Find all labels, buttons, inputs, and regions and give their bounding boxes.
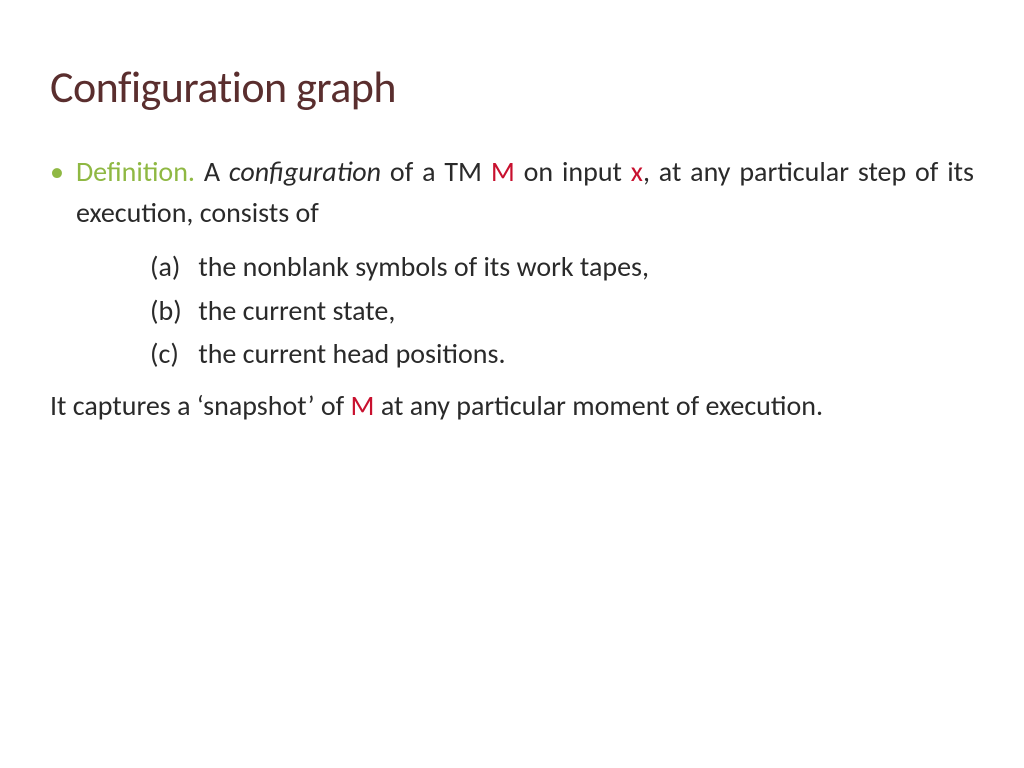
closing-post: at any particular moment of execution. [375, 388, 824, 423]
definition-label: Definition. [76, 154, 195, 189]
definition-body: Definition. A configuration of a TM M on… [76, 152, 974, 233]
para1-M: M [491, 154, 515, 189]
sub-item-c-label: (c) [150, 332, 192, 375]
sub-item-b-text: the current state, [192, 293, 395, 328]
slide-title: Configuration graph [50, 60, 974, 114]
para1-pre: A [195, 154, 229, 189]
closing-M: M [351, 388, 375, 423]
sub-item-a-text: the nonblank symbols of its work tapes, [192, 249, 649, 284]
para1-mid2: on input [515, 154, 631, 189]
closing-pre: It captures a ‘snapshot’ of [50, 388, 351, 423]
sub-item-c: (c) the current head positions. [150, 332, 974, 375]
para1-x: x [631, 154, 643, 189]
sub-items-list: (a) the nonblank symbols of its work tap… [150, 245, 974, 375]
closing-paragraph: It captures a ‘snapshot’ of M at any par… [50, 385, 974, 427]
sub-item-b: (b) the current state, [150, 289, 974, 332]
para1-mid1: of a TM [381, 154, 491, 189]
definition-paragraph: Definition. A configuration of a TM M on… [76, 152, 974, 233]
sub-item-a: (a) the nonblank symbols of its work tap… [150, 245, 974, 288]
sub-item-a-label: (a) [150, 245, 192, 288]
sub-item-b-label: (b) [150, 289, 192, 332]
sub-item-c-text: the current head positions. [192, 336, 506, 371]
bullet-icon: • [50, 158, 64, 186]
para1-configuration: configuration [229, 154, 381, 189]
definition-block: • Definition. A configuration of a TM M … [50, 152, 974, 233]
